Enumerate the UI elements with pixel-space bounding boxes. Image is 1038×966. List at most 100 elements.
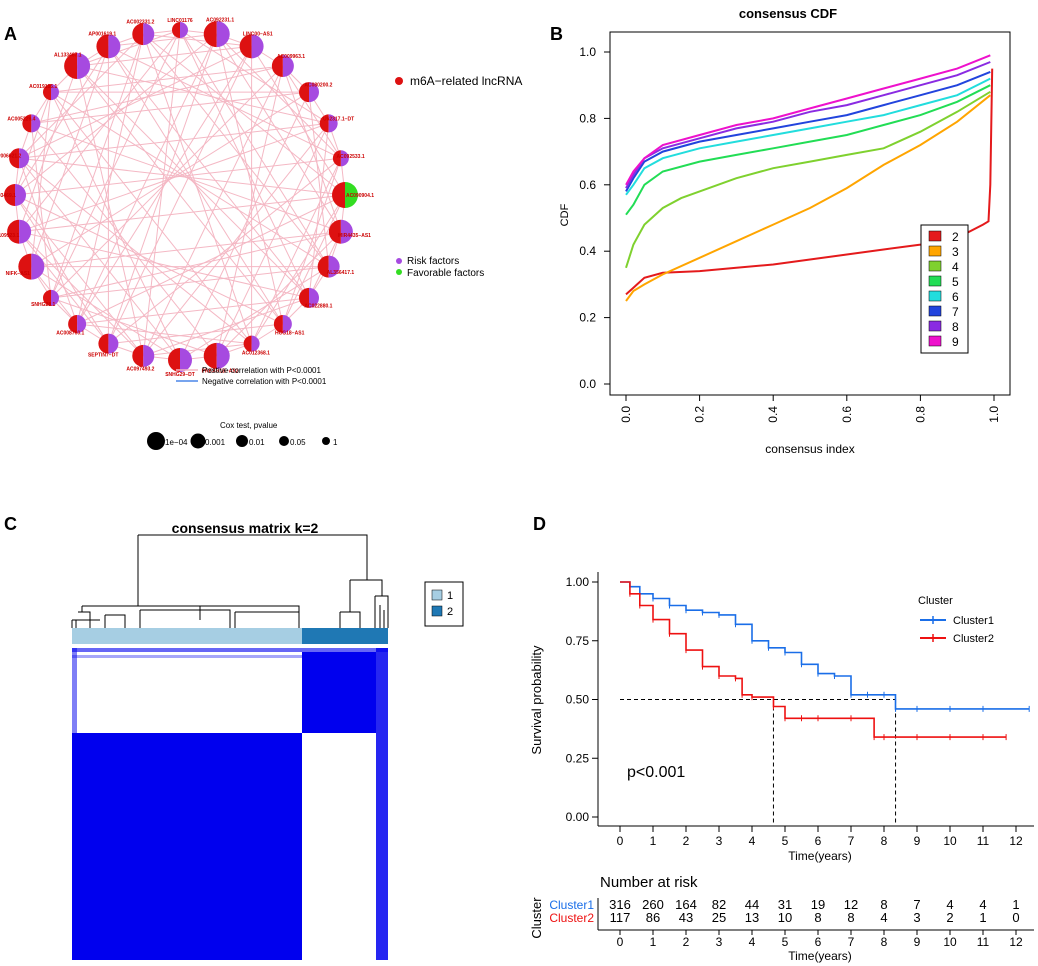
node-label: HCG18−AS1	[275, 331, 305, 337]
cdf-legend-swatch	[928, 230, 942, 242]
risk-x-tick-label: 11	[977, 935, 990, 949]
node-factor-half	[31, 253, 45, 280]
node-label: AP001619.1	[88, 32, 116, 38]
network-nodes: LINC01176 AC092231.1 LINC00−AS1 AC009963.1 A…	[0, 18, 374, 379]
cdf-x-tick-label: 0.8	[913, 406, 927, 423]
network-node: AC002331.2	[126, 20, 155, 46]
node-lncrna-half	[299, 287, 310, 308]
edge-positive	[14, 91, 52, 196]
node-lncrna-half	[98, 333, 109, 354]
km-legend-label: Cluster1	[953, 615, 994, 627]
km-x-tick-label: 5	[782, 834, 789, 848]
network-node: AC008760.1	[56, 315, 87, 337]
node-lncrna-half	[68, 315, 78, 334]
cdf-y-tick-label: 0.6	[579, 178, 596, 192]
node-factor-half	[345, 182, 358, 208]
cox-legend: 1e−04 0.001 0.01 0.05 1	[147, 432, 338, 450]
node-label: SNHG29−DT	[165, 372, 195, 378]
edge-positive	[308, 92, 330, 267]
cluster-bar-2	[302, 628, 388, 644]
cox-label-5: 1	[333, 438, 338, 447]
cox-label-3: 0.01	[249, 438, 265, 447]
risk-cell: 117	[610, 910, 631, 925]
node-factor-half	[15, 184, 26, 206]
node-factor-half	[251, 335, 260, 352]
node-lncrna-half	[239, 34, 252, 59]
network-node: HCG18−AS1	[273, 315, 305, 337]
edge-positive	[18, 231, 310, 299]
network-node: AP001619.1	[88, 32, 121, 59]
cox-size-2	[190, 433, 206, 449]
node-label: AC005229.4	[7, 117, 35, 123]
legend-lncrna-label: m6A−related lncRNA	[410, 74, 522, 88]
legend-lncrna-dot	[395, 77, 403, 85]
edge-positive	[282, 194, 346, 325]
node-lncrna-half	[271, 54, 283, 77]
km-y-label: Survival probability	[529, 645, 544, 755]
network-node: U62317.1−DT	[319, 114, 354, 133]
risk-cell: 19	[811, 897, 825, 912]
edge-positive	[76, 65, 144, 357]
node-factor-half	[50, 84, 59, 101]
risk-cell: 31	[778, 897, 792, 912]
node-factor-half	[340, 150, 349, 167]
edge-positive	[19, 122, 329, 159]
risk-cell: 1	[979, 910, 986, 925]
risk-cell: 44	[745, 897, 759, 912]
panel-d: D 0.000.250.500.751.00 0 1 2 3 4 5 6 7 8 9 10 11 12 …	[529, 514, 1034, 963]
edge-positive	[31, 65, 284, 124]
edge-positive	[14, 194, 284, 325]
edge-positive	[19, 194, 346, 233]
node-factor-half	[328, 255, 340, 278]
km-x-tick-label: 6	[815, 834, 822, 848]
network-edges	[14, 29, 346, 361]
cox-size-1	[147, 432, 165, 450]
risk-cell: 3	[913, 910, 920, 925]
cdf-legend-swatch	[928, 335, 942, 347]
risk-x-tick-label: 5	[782, 935, 789, 949]
node-label: AL133467.1	[54, 52, 82, 58]
cluster-legend-swatch-2	[431, 605, 443, 617]
cdf-x-tick-label: 1.0	[987, 406, 1001, 423]
edge-positive	[30, 92, 52, 267]
node-label: AL356417.1	[327, 270, 355, 276]
km-x-tick-label: 8	[881, 834, 888, 848]
edge-positive	[18, 65, 78, 232]
risk-cell: 1	[1012, 897, 1019, 912]
edge-positive	[30, 46, 109, 267]
risk-x-label: Time(years)	[788, 949, 852, 963]
km-x-tick-label: 10	[943, 834, 957, 848]
edge-positive	[142, 123, 330, 357]
km-x-tick-label: 3	[716, 834, 723, 848]
node-factor-half	[19, 148, 30, 169]
km-y-tick-label: 1.00	[566, 575, 590, 589]
cdf-y-tick-label: 0.2	[579, 311, 596, 325]
km-legend: Cluster1 Cluster2	[920, 615, 994, 645]
node-label: AL109923.1	[0, 233, 19, 239]
risk-cell: 164	[675, 897, 697, 912]
risk-cell: 0	[1012, 910, 1019, 925]
node-lncrna-half	[332, 150, 341, 167]
km-x-tick-label: 12	[1009, 834, 1023, 848]
cdf-x-label: consensus index	[765, 442, 854, 456]
consensus-matrix-title: consensus matrix k=2	[172, 520, 319, 536]
node-factor-half	[328, 114, 338, 133]
edge-positive	[216, 65, 284, 357]
network-node: PRKAR1B−AS2	[202, 342, 239, 375]
risk-cell: 8	[814, 910, 821, 925]
node-factor-half	[50, 289, 59, 306]
legend-favorable-label: Favorable factors	[407, 268, 484, 279]
edge-positive	[18, 231, 109, 345]
cdf-line-k3	[625, 94, 991, 302]
node-label: AC002331.2	[126, 20, 154, 26]
risk-x-tick-label: 4	[749, 935, 756, 949]
cdf-x-tick-label: 0.0	[619, 406, 633, 423]
edge-positive	[143, 343, 252, 357]
node-lncrna-half	[64, 52, 78, 79]
node-label: AC080200.2	[304, 83, 332, 89]
node-label: MIR4435−AS1	[338, 233, 371, 239]
risk-cell: 8	[847, 910, 854, 925]
risk-cell: 260	[642, 897, 664, 912]
edge-positive	[216, 33, 284, 325]
node-label: PRKAR1B−AS2	[202, 369, 239, 375]
